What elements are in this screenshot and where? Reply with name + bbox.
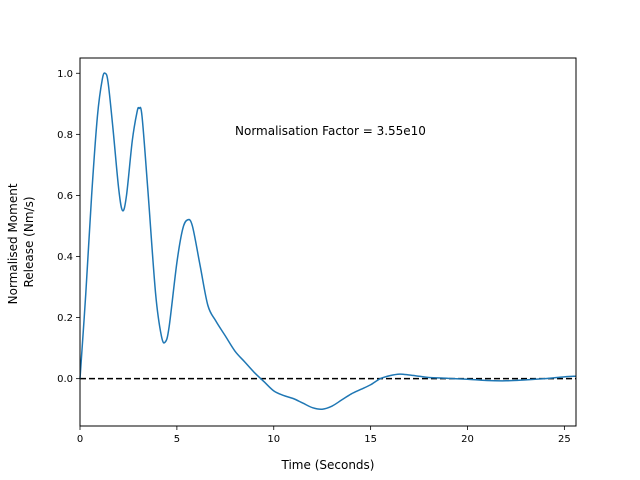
y-tick-label: 1.0 xyxy=(57,69,73,80)
y-axis-label: Normalised Moment Release (Nm/s) xyxy=(6,180,36,305)
y-tick-label: 0.2 xyxy=(57,313,73,324)
x-tick-label: 10 xyxy=(267,434,280,445)
y-axis-label-line-2: Release (Nm/s) xyxy=(22,196,36,287)
x-tick-label: 0 xyxy=(77,434,83,445)
moment-release-line xyxy=(79,72,577,411)
x-tick-label: 15 xyxy=(364,434,377,445)
x-tick-label: 25 xyxy=(558,434,571,445)
x-tick-label: 5 xyxy=(174,434,180,445)
y-tick-label: 0.6 xyxy=(57,191,73,202)
axes-frame xyxy=(79,57,577,427)
plot-content xyxy=(79,72,577,411)
y-axis-label-line-1: Normalised Moment xyxy=(6,183,20,304)
y-axis-ticks: 0.0 0.2 0.4 0.6 0.8 1.0 xyxy=(57,69,80,385)
x-tick-label: 20 xyxy=(461,434,474,445)
y-tick-label: 0.8 xyxy=(57,130,73,141)
y-tick-label: 0.0 xyxy=(57,374,73,385)
x-axis-ticks: 0 5 10 15 20 25 xyxy=(77,426,571,445)
x-axis-label: Time (Seconds) xyxy=(281,458,375,472)
normalisation-annotation: Normalisation Factor = 3.55e10 xyxy=(235,124,426,138)
y-tick-label: 0.4 xyxy=(57,252,73,263)
